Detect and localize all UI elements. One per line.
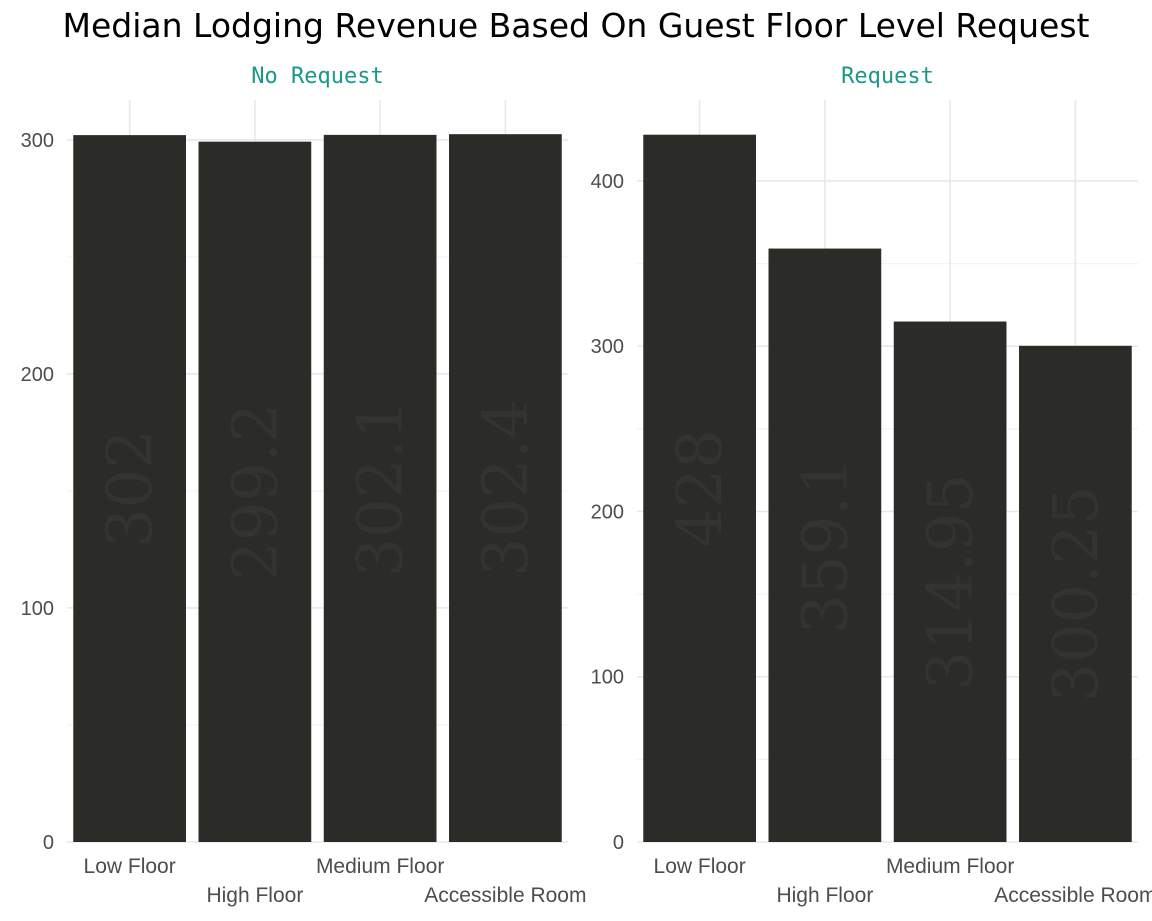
data-label-no-request-1: 299.2 — [218, 403, 291, 580]
x-category-label-request-3: Accessible Room — [994, 884, 1152, 907]
x-category-label-no-request-3: Accessible Room — [424, 884, 586, 907]
x-category-label-no-request-0: Low Floor — [84, 855, 176, 878]
y-tick-label-no-request: 200 — [21, 364, 54, 386]
bar-no-request-3 — [449, 134, 562, 842]
chart-title: Median Lodging Revenue Based On Guest Fl… — [62, 6, 1090, 45]
y-tick-label-no-request: 0 — [43, 832, 54, 854]
y-tick-label-no-request: 100 — [21, 598, 54, 620]
panel-strip-no-request: No Request — [251, 64, 384, 89]
data-label-no-request-2: 302.1 — [344, 400, 417, 578]
y-tick-label-request: 0 — [613, 832, 624, 854]
bar-no-request-0 — [73, 135, 186, 842]
bar-request-0 — [643, 134, 756, 842]
data-label-request-3: 300.25 — [1039, 485, 1112, 702]
bar-no-request-1 — [198, 141, 312, 842]
data-label-request-2: 314.95 — [914, 473, 987, 690]
y-tick-label-no-request: 300 — [21, 130, 54, 152]
y-tick-label-request: 100 — [591, 667, 624, 689]
y-tick-label-request: 300 — [591, 336, 624, 358]
x-category-label-request-1: High Floor — [776, 884, 873, 907]
x-category-label-no-request-1: High Floor — [206, 884, 303, 907]
x-category-label-request-0: Low Floor — [654, 855, 746, 878]
x-category-label-no-request-2: Medium Floor — [316, 855, 444, 878]
bar-no-request-2 — [323, 134, 437, 842]
data-label-request-1: 359.1 — [788, 457, 861, 635]
data-label-request-0: 428 — [663, 429, 736, 547]
panel-strip-request: Request — [841, 64, 934, 89]
y-tick-label-request: 400 — [591, 171, 624, 193]
data-label-no-request-3: 302.4 — [469, 399, 542, 576]
y-tick-label-request: 200 — [591, 501, 624, 523]
data-label-no-request-0: 302 — [93, 429, 166, 547]
bar-request-1 — [768, 248, 882, 843]
bar-request-3 — [1019, 345, 1132, 842]
x-category-label-request-2: Medium Floor — [886, 855, 1014, 878]
bar-request-2 — [893, 321, 1007, 842]
